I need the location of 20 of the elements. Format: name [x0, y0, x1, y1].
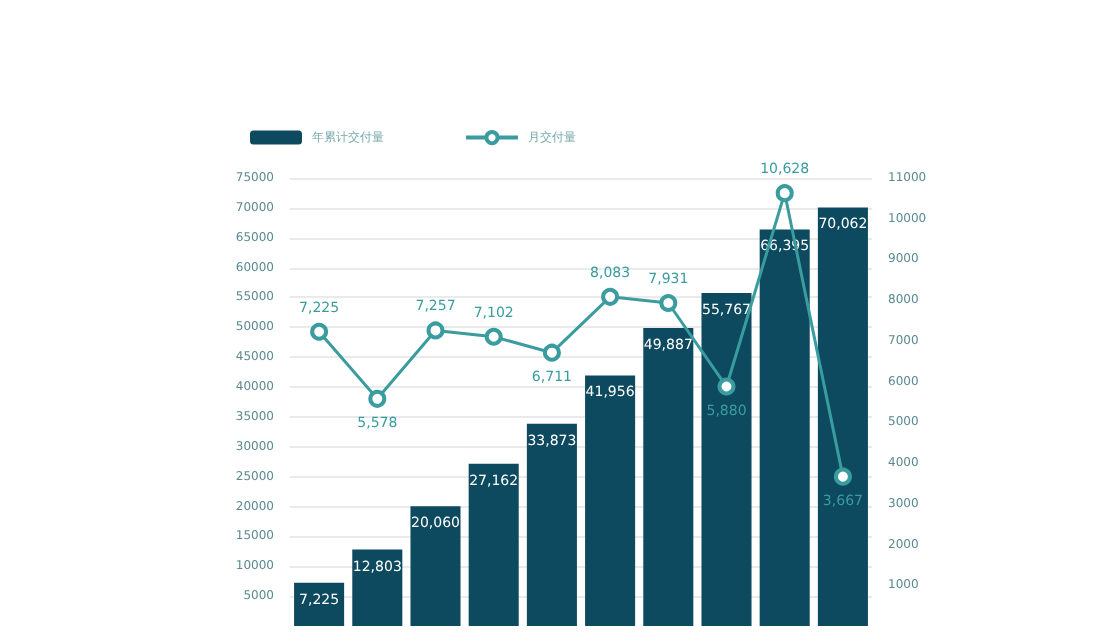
bar — [526, 423, 577, 626]
point — [310, 322, 329, 341]
point — [601, 287, 620, 306]
point — [833, 467, 852, 486]
bar — [817, 207, 868, 626]
bar — [643, 328, 694, 626]
bar — [759, 229, 810, 626]
point — [484, 327, 503, 346]
bar — [468, 463, 519, 626]
bar — [410, 506, 461, 626]
point — [659, 294, 678, 312]
bar — [352, 549, 403, 626]
point — [368, 389, 387, 408]
point — [717, 377, 736, 396]
bar — [585, 375, 636, 626]
point — [542, 343, 561, 362]
point — [775, 184, 794, 203]
point — [426, 321, 445, 340]
bar — [294, 582, 345, 626]
bar — [701, 292, 752, 626]
